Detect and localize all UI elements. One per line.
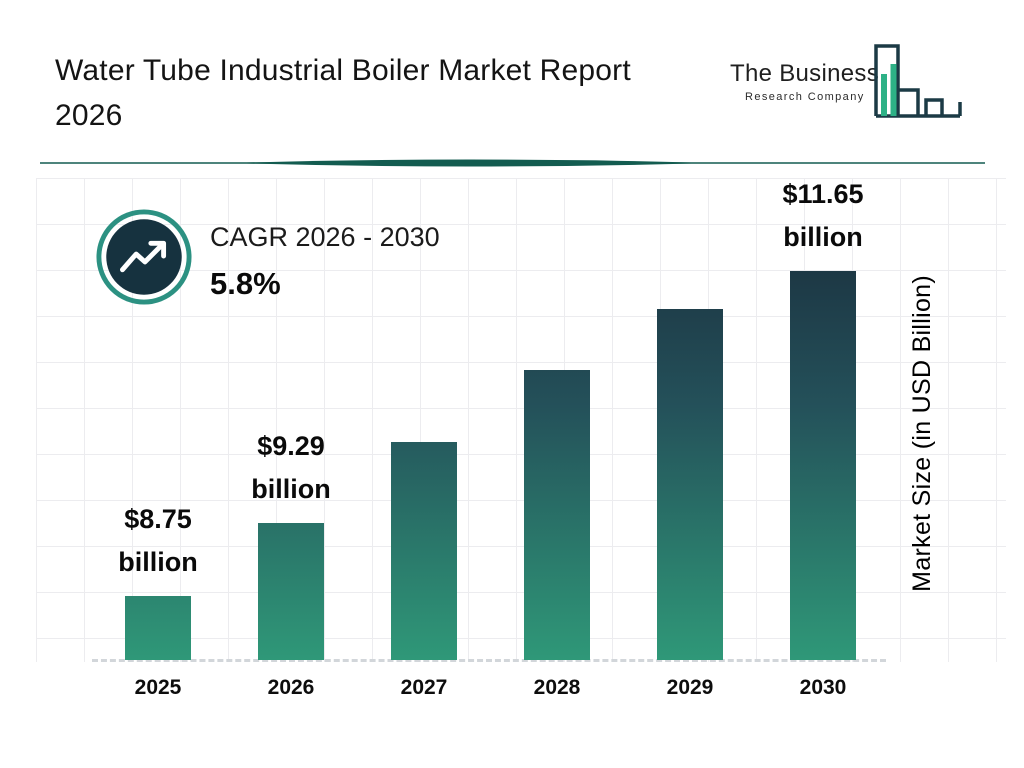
cagr-value: 5.8% [210,266,281,301]
bar-2030 [790,271,856,660]
bar-2029 [657,309,723,660]
company-logo-subtitle: Research Company [745,91,865,103]
divider-line [40,159,985,167]
cagr-badge-ring [96,209,192,305]
page-title-line2: 2026 [55,99,123,132]
x-axis-baseline [92,659,886,662]
y-axis-label: Market Size (in USD Billion) [908,275,936,592]
trending-up-icon [119,240,167,273]
bar-2026 [258,523,324,660]
cagr-badge [96,209,192,305]
bar-2025 [125,596,191,660]
bar-value-unit: billion [783,222,863,252]
x-axis-label-2030: 2030 [799,676,847,699]
bar-value-unit: billion [251,474,331,504]
x-axis-label-2028: 2028 [533,676,581,699]
bar-value-unit: billion [118,547,198,577]
bar-value-amount: $11.65 [782,179,864,209]
bar-value-amount: $8.75 [124,504,192,534]
cagr-label: CAGR 2026 - 2030 [210,222,440,252]
x-axis-label-2025: 2025 [134,676,182,699]
page-title: Water Tube Industrial Boiler Market Repo… [55,48,725,138]
company-logo: The Business Research Company [726,40,986,130]
x-axis-label-2026: 2026 [267,676,315,699]
bar-value-label-2025: $8.75 billion [83,498,233,584]
company-logo-name: The Business [730,60,880,87]
x-axis-label-2029: 2029 [666,676,714,699]
bar-value-label-2026: $9.29 billion [216,425,366,511]
company-logo-text: The Business Research Company [730,60,879,103]
bar-value-label-2030: $11.65 billion [748,173,898,259]
plot-area: 2025 $8.75 billion 2026 $9.29 billion 2027 2028… [92,179,892,699]
logo-bar-chart-icon [874,44,962,118]
page-title-line1: Water Tube Industrial Boiler Market Repo… [55,54,631,87]
bar-2028 [524,370,590,660]
bar-2027 [391,442,457,660]
bar-value-amount: $9.29 [257,431,325,461]
x-axis-label-2027: 2027 [400,676,448,699]
cagr-badge-circle [106,219,182,295]
